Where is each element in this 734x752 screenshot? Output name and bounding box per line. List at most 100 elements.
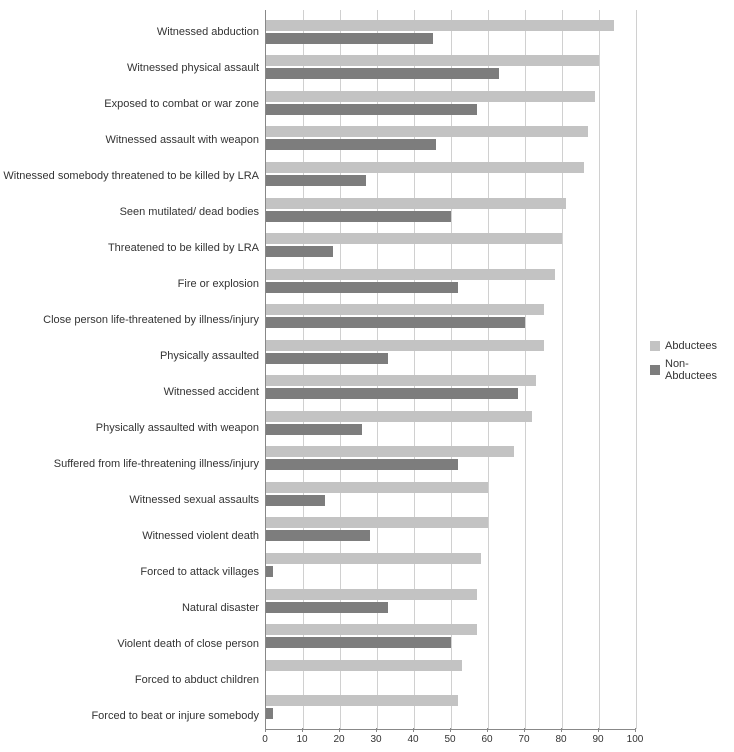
x-axis: 0102030405060708090100 xyxy=(265,732,635,752)
bar-non-abductees xyxy=(266,211,451,222)
plot-area xyxy=(265,10,635,730)
bar-non-abductees xyxy=(266,566,273,577)
bar-group xyxy=(266,515,635,543)
legend-swatch-non-abductees xyxy=(650,365,660,375)
chart-container: Witnessed abduction Witnessed physical as… xyxy=(0,0,734,752)
category-label: Physically assaulted with weapon xyxy=(0,422,259,434)
category-label: Witnessed violent death xyxy=(0,530,259,542)
category-label: Forced to abduct children xyxy=(0,674,259,686)
category-label: Witnessed assault with weapon xyxy=(0,134,259,146)
bar-non-abductees xyxy=(266,637,451,648)
bar-non-abductees xyxy=(266,424,362,435)
bar-non-abductees xyxy=(266,495,325,506)
x-tick-mark xyxy=(302,728,303,732)
x-tick-mark xyxy=(561,728,562,732)
category-label: Witnessed sexual assaults xyxy=(0,494,259,506)
bar-non-abductees xyxy=(266,530,370,541)
x-tick-label: 90 xyxy=(592,734,603,745)
x-tick-label: 50 xyxy=(444,734,455,745)
bar-non-abductees xyxy=(266,68,499,79)
bar-group xyxy=(266,124,635,152)
category-label: Witnessed accident xyxy=(0,386,259,398)
x-tick-label: 100 xyxy=(627,734,644,745)
bar-group xyxy=(266,658,635,686)
legend: Abductees Non-Abductees xyxy=(650,340,734,388)
bar-group xyxy=(266,409,635,437)
category-label: Seen mutilated/ dead bodies xyxy=(0,206,259,218)
bar-abductees xyxy=(266,340,544,351)
bar-non-abductees xyxy=(266,139,436,150)
x-tick-label: 30 xyxy=(370,734,381,745)
bar-abductees xyxy=(266,660,462,671)
category-label: Suffered from life-threatening illness/i… xyxy=(0,458,259,470)
category-label: Threatened to be killed by LRA xyxy=(0,242,259,254)
bar-abductees xyxy=(266,553,481,564)
x-tick-mark xyxy=(413,728,414,732)
bar-abductees xyxy=(266,446,514,457)
bar-non-abductees xyxy=(266,708,273,719)
bar-group xyxy=(266,196,635,224)
bar-abductees xyxy=(266,91,595,102)
category-label: Witnessed abduction xyxy=(0,26,259,38)
bars-region xyxy=(266,10,635,729)
bar-abductees xyxy=(266,517,488,528)
bar-non-abductees xyxy=(266,282,458,293)
x-tick-mark xyxy=(598,728,599,732)
bar-abductees xyxy=(266,269,555,280)
x-tick-mark xyxy=(450,728,451,732)
x-tick-mark xyxy=(487,728,488,732)
x-tick-mark xyxy=(635,728,636,732)
x-tick-label: 80 xyxy=(555,734,566,745)
category-label: Forced to beat or injure somebody xyxy=(0,710,259,722)
bar-group xyxy=(266,338,635,366)
bar-group xyxy=(266,231,635,259)
category-label: Witnessed physical assault xyxy=(0,62,259,74)
bar-group xyxy=(266,18,635,46)
bar-group xyxy=(266,160,635,188)
bar-group xyxy=(266,551,635,579)
bar-non-abductees xyxy=(266,33,433,44)
category-label: Natural disaster xyxy=(0,602,259,614)
bar-non-abductees xyxy=(266,353,388,364)
category-label: Close person life-threatened by illness/… xyxy=(0,314,259,326)
bar-non-abductees xyxy=(266,459,458,470)
bar-abductees xyxy=(266,55,599,66)
bar-group xyxy=(266,53,635,81)
x-tick-mark xyxy=(265,728,266,732)
category-label: Fire or explosion xyxy=(0,278,259,290)
bar-abductees xyxy=(266,126,588,137)
bar-group xyxy=(266,693,635,721)
gridline xyxy=(636,10,637,729)
x-tick-label: 0 xyxy=(262,734,268,745)
legend-swatch-abductees xyxy=(650,341,660,351)
bar-non-abductees xyxy=(266,602,388,613)
category-label: Witnessed somebody threatened to be kill… xyxy=(0,170,259,182)
x-tick-label: 60 xyxy=(481,734,492,745)
bar-abductees xyxy=(266,589,477,600)
legend-label-abductees: Abductees xyxy=(665,340,717,352)
bar-abductees xyxy=(266,482,488,493)
bar-non-abductees xyxy=(266,246,333,257)
category-label: Violent death of close person xyxy=(0,638,259,650)
category-label: Physically assaulted xyxy=(0,350,259,362)
bar-group xyxy=(266,622,635,650)
bar-abductees xyxy=(266,411,532,422)
bar-abductees xyxy=(266,375,536,386)
bar-non-abductees xyxy=(266,104,477,115)
bar-group xyxy=(266,444,635,472)
x-tick-label: 70 xyxy=(518,734,529,745)
bar-non-abductees xyxy=(266,175,366,186)
bar-non-abductees xyxy=(266,317,525,328)
bar-abductees xyxy=(266,20,614,31)
category-label: Exposed to combat or war zone xyxy=(0,98,259,110)
x-tick-label: 10 xyxy=(296,734,307,745)
bar-group xyxy=(266,89,635,117)
x-tick-mark xyxy=(376,728,377,732)
x-tick-label: 40 xyxy=(407,734,418,745)
x-tick-label: 20 xyxy=(333,734,344,745)
legend-label-non-abductees: Non-Abductees xyxy=(665,358,734,382)
legend-item-non-abductees: Non-Abductees xyxy=(650,358,734,382)
bar-abductees xyxy=(266,162,584,173)
bar-abductees xyxy=(266,233,562,244)
bar-group xyxy=(266,267,635,295)
